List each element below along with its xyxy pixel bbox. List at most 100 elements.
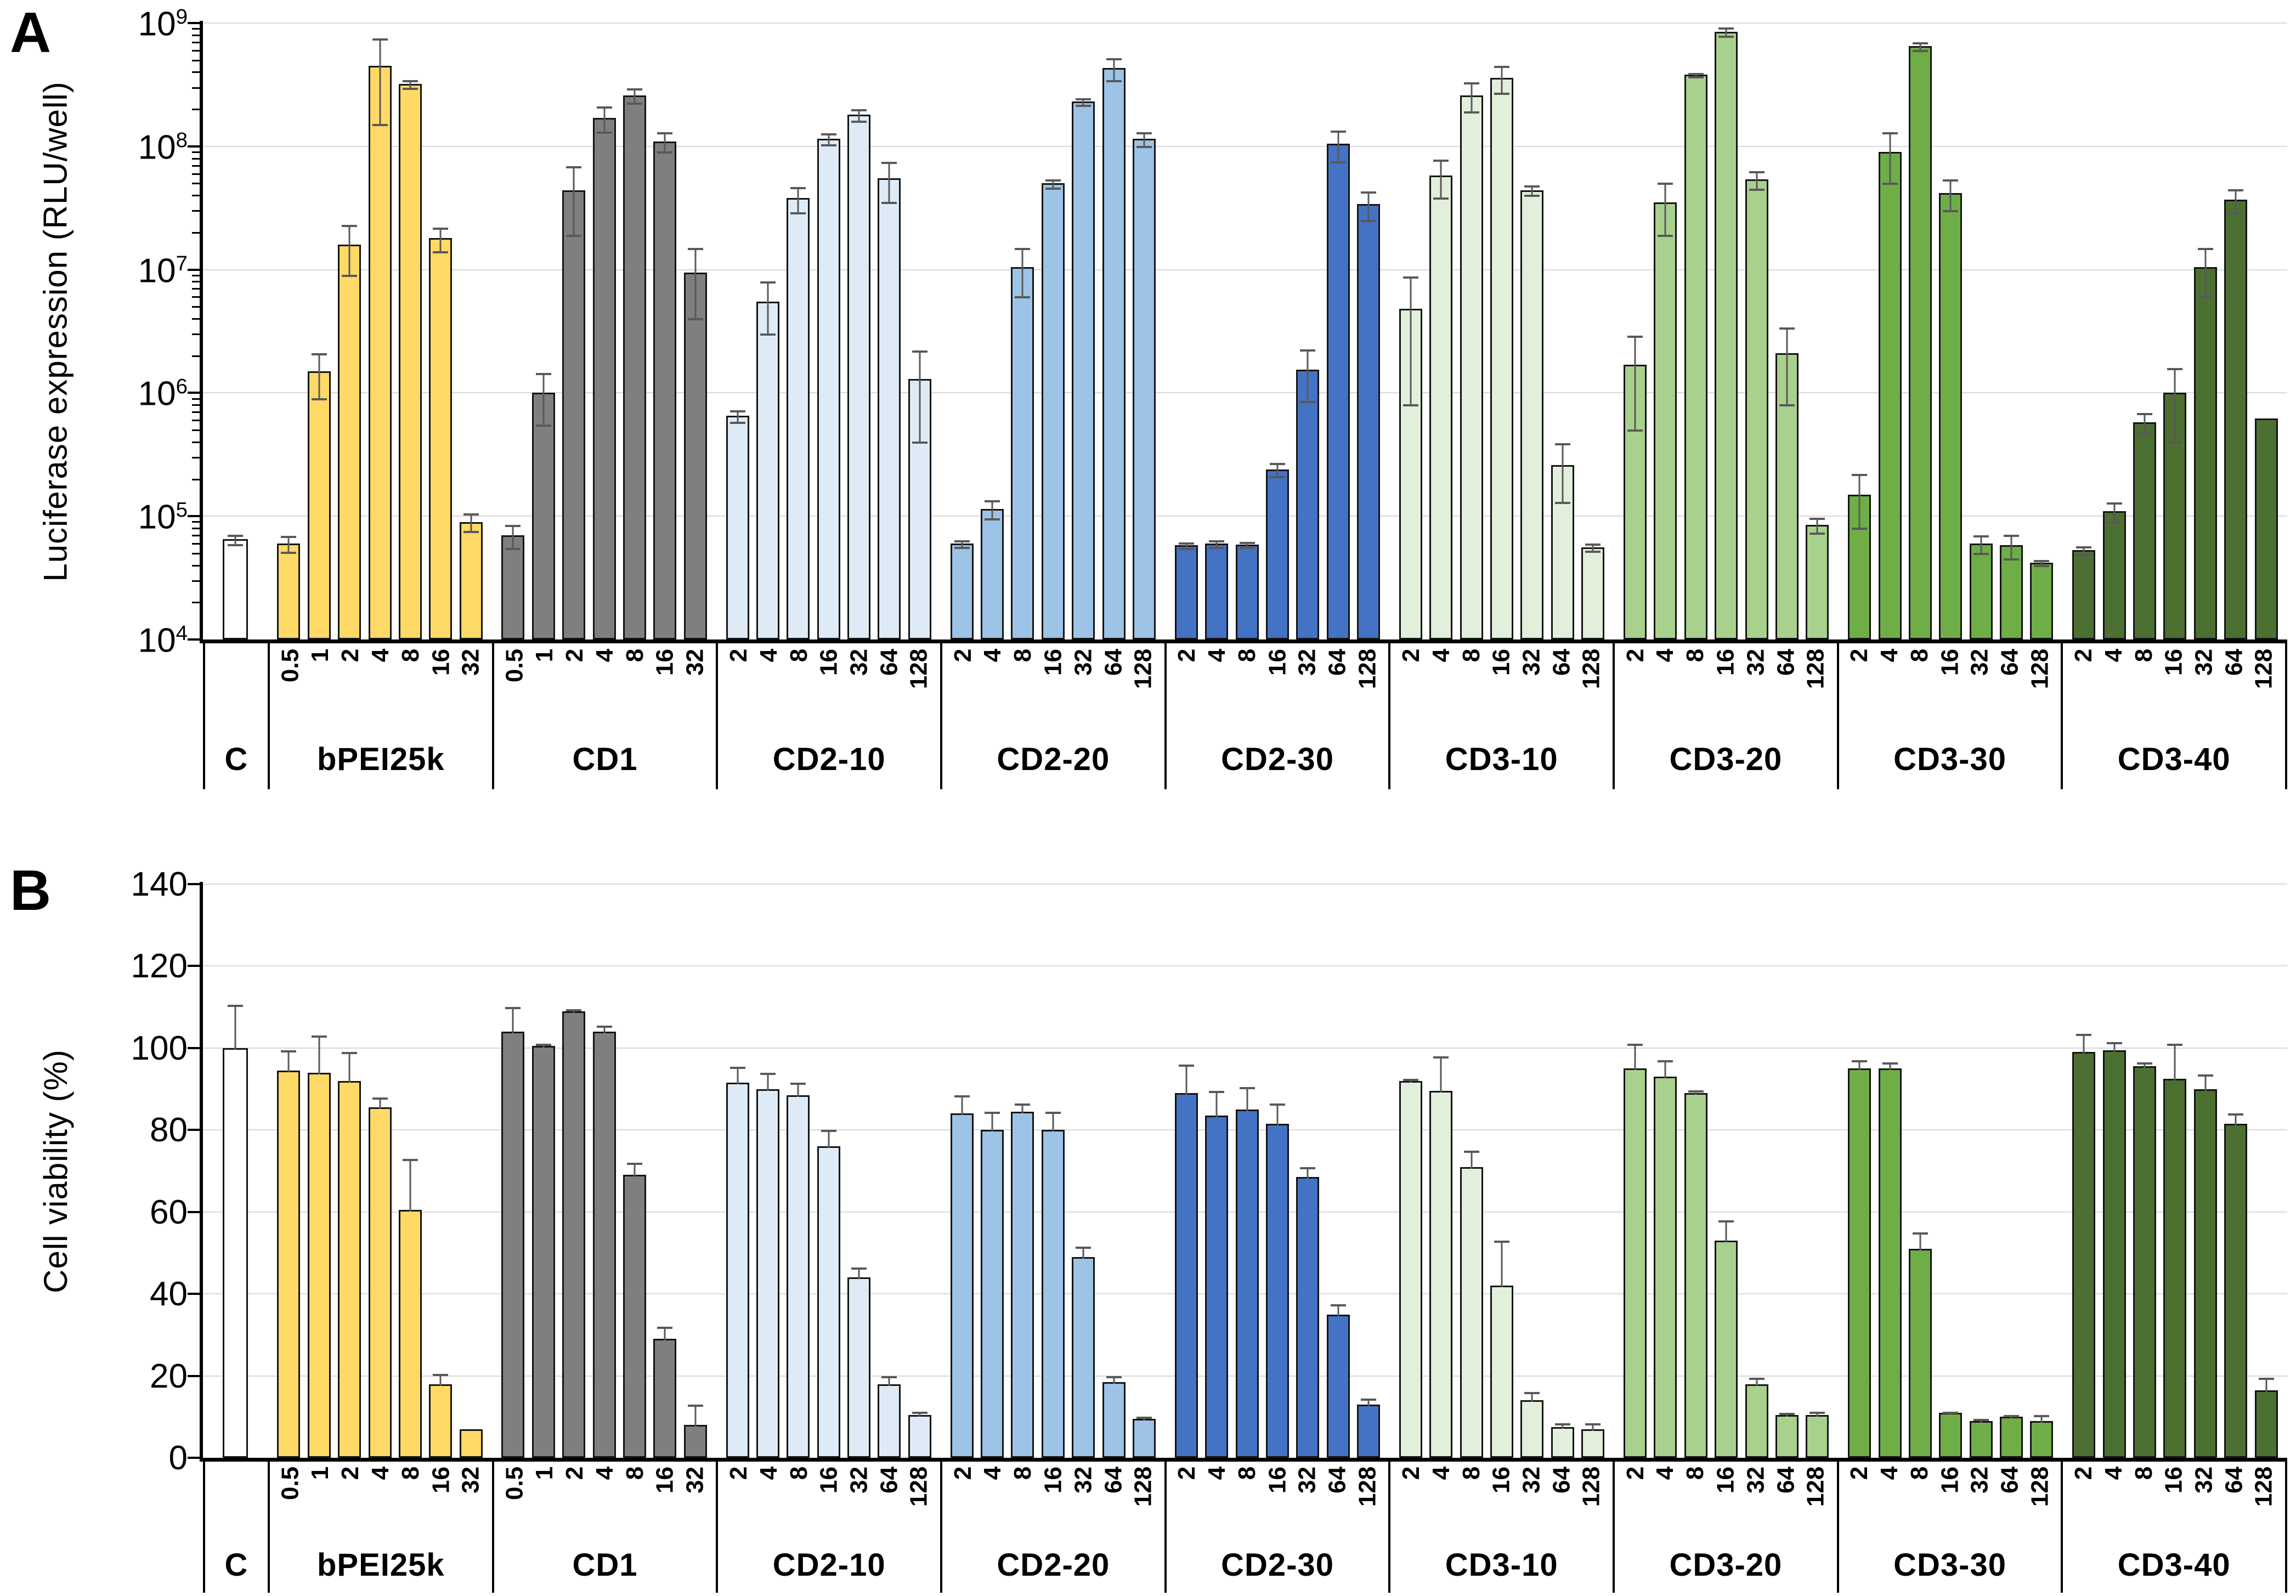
dose-tick-slot: 16 <box>1039 643 1066 729</box>
error-bar-line <box>1143 1417 1145 1421</box>
dose-tick-label: 4 <box>591 1466 618 1480</box>
dose-tick-label: 32 <box>2190 1467 2218 1493</box>
error-bar <box>1433 160 1449 200</box>
dose-ticks-row <box>205 643 268 729</box>
error-bar <box>1494 1241 1510 1288</box>
gridline <box>203 884 2287 885</box>
error-bar-line <box>828 133 830 146</box>
dose-tick-slot: 8 <box>1906 1461 1933 1537</box>
error-bar-line <box>1858 1060 1860 1071</box>
bar <box>1775 1412 1799 1458</box>
dose-tick-slot: 0.5 <box>277 643 304 729</box>
bar <box>338 225 361 639</box>
error-bar-cap-top <box>881 161 897 164</box>
dose-tick-slot: 2 <box>337 1461 364 1537</box>
bar-group-CD3-10 <box>1390 23 1614 639</box>
error-bar <box>821 1130 836 1148</box>
error-bar-cap-top <box>1779 327 1795 330</box>
y-axis-tick-label: 105 <box>138 498 188 536</box>
error-bar-cap-bottom <box>228 544 243 546</box>
bar <box>981 500 1004 639</box>
bar <box>1745 171 1768 639</box>
error-bar <box>1973 535 1989 555</box>
error-bar <box>281 1050 297 1072</box>
error-bar-cap-top <box>1076 1247 1092 1249</box>
bar <box>1132 1417 1156 1458</box>
error-bar <box>1433 1056 1449 1093</box>
dose-tick-label: 8 <box>1682 648 1709 663</box>
error-bar <box>1209 1091 1225 1118</box>
bar <box>1806 518 1829 639</box>
dose-tick-label: 8 <box>1234 648 1261 663</box>
dose-tick-slot: 4 <box>2100 1461 2127 1537</box>
error-bar-line <box>1634 336 1636 432</box>
y-axis-tick-label: 0 <box>168 1439 188 1477</box>
y-axis-tick-label: 106 <box>138 375 188 414</box>
bar-group-C <box>203 884 268 1458</box>
dose-tick-label: 2 <box>1846 648 1873 663</box>
bar <box>1357 1398 1381 1458</box>
error-bar-cap-top <box>821 1130 836 1133</box>
error-bar-cap-top <box>1463 82 1479 85</box>
group-label: CD2-10 <box>772 1547 886 1583</box>
bar <box>2193 1074 2217 1458</box>
error-bar-cap-bottom <box>657 151 673 154</box>
error-bar-line <box>737 1066 739 1085</box>
dose-tick-label: 64 <box>2220 1467 2248 1493</box>
error-bar-line <box>1185 542 1187 550</box>
error-bar-cap-top <box>463 513 479 516</box>
bar <box>368 1097 392 1458</box>
y-axis-minor-tick-mark <box>192 355 200 357</box>
dose-tick-label: 2 <box>725 1466 753 1480</box>
bar <box>878 1376 901 1458</box>
y-axis-minor-tick-mark <box>192 602 200 604</box>
error-bar-cap-top <box>1403 1078 1418 1081</box>
dose-tick-slot: 32 <box>681 1461 708 1537</box>
error-bar-cap-top <box>1433 1056 1449 1059</box>
error-bar <box>1300 349 1316 404</box>
error-bar <box>1106 1376 1122 1384</box>
dose-tick-label: 4 <box>755 648 782 663</box>
y-axis-minor-tick-mark <box>192 165 200 167</box>
error-bar-cap-bottom <box>1209 546 1225 549</box>
error-bar-cap-bottom <box>1658 234 1673 237</box>
dose-tick-label: 64 <box>1772 1467 1800 1493</box>
dose-tick-slot: 32 <box>1070 643 1096 729</box>
error-bar <box>2004 534 2020 561</box>
dose-tick-slot: 128 <box>906 1461 932 1537</box>
error-bar-cap-bottom <box>985 518 1000 521</box>
error-bar <box>1300 1167 1316 1179</box>
dose-ticks-row: 2 4 8 16 32 64 128 <box>1839 1461 2061 1537</box>
gridline <box>203 22 2287 24</box>
bar <box>398 1158 422 1458</box>
dose-tick-label: 16 <box>2160 1467 2187 1493</box>
error-bar-cap-top <box>2034 1414 2050 1417</box>
dose-tick-slot: 32 <box>457 643 484 729</box>
y-axis-minor-tick-mark <box>192 210 200 212</box>
dose-tick-slot: 16 <box>1936 1461 1963 1537</box>
error-bar-line <box>1919 42 1921 52</box>
bar <box>847 1267 871 1458</box>
bar <box>1878 132 1902 639</box>
bar <box>1624 336 1647 639</box>
error-bar <box>1178 542 1194 550</box>
error-bar <box>851 109 867 123</box>
error-bar <box>1973 1419 1989 1423</box>
bar <box>1848 474 1871 639</box>
dose-tick-slot: 16 <box>2160 1461 2187 1537</box>
error-bar <box>342 225 358 277</box>
bar <box>2072 1033 2096 1458</box>
y-axis-minor-tick-mark <box>192 109 200 111</box>
error-bar-line <box>1980 1419 1982 1423</box>
bar <box>277 536 301 639</box>
dose-tick-label: 8 <box>1009 648 1037 663</box>
bar <box>1908 1232 1932 1458</box>
dose-tick-slot: 32 <box>845 1461 872 1537</box>
bar <box>787 186 810 639</box>
error-bar-line <box>348 225 350 277</box>
group-label: bPEI25k <box>316 1547 445 1583</box>
y-axis-tick-label: 140 <box>131 865 188 903</box>
dose-tick-slot: 16 <box>1936 643 1963 729</box>
error-bar-cap-top <box>1209 1091 1225 1094</box>
bar-group-CD3-10 <box>1390 884 1614 1458</box>
